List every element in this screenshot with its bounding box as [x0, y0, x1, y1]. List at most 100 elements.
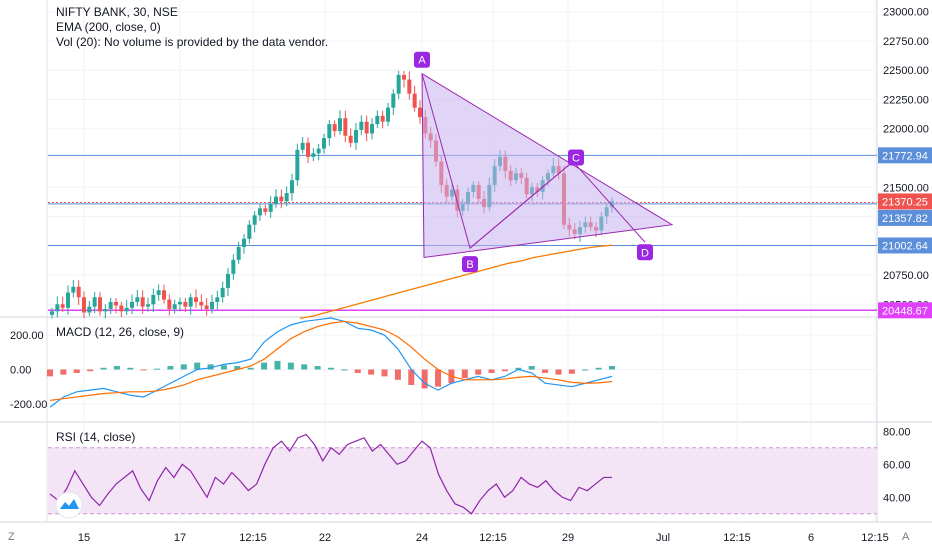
candle-body	[231, 259, 236, 274]
rsi-line	[49, 433, 612, 515]
candle-body	[284, 193, 289, 202]
macd-histogram-bar	[60, 369, 67, 375]
macd-histogram-bar	[421, 369, 428, 389]
macd-title[interactable]: MACD (12, 26, close, 9)	[56, 325, 185, 339]
logo-badge	[55, 491, 83, 519]
price-axis-label: 21772.94	[882, 150, 928, 162]
candle-body	[135, 297, 140, 302]
macd-histogram-bar	[207, 364, 214, 370]
candle-body	[76, 286, 81, 298]
candle-body	[114, 301, 118, 306]
candle-body	[311, 153, 316, 157]
rsi-tick-label: 80.00	[883, 426, 911, 438]
candle-body	[268, 203, 273, 212]
macd-histogram-bar	[180, 364, 187, 370]
price-tick-label: 21500.00	[883, 182, 929, 194]
macd-histogram-bar	[542, 369, 549, 373]
price-axis-label-box	[878, 302, 932, 319]
time-tick-label: Jul	[656, 532, 670, 544]
macd-histogram-bar	[501, 369, 508, 372]
pattern-label-box	[414, 51, 430, 68]
candle-body	[108, 301, 113, 309]
macd-histogram-bar	[555, 369, 562, 375]
macd-tick-label: 0.00	[10, 365, 31, 377]
candle-body	[412, 93, 417, 108]
candle-body	[124, 307, 129, 312]
candle-body	[183, 301, 188, 307]
candle-body	[119, 305, 124, 312]
candle-body	[327, 124, 332, 139]
candle-body	[343, 118, 348, 136]
rsi-title[interactable]: RSI (14, close)	[56, 430, 136, 444]
candle-body	[204, 305, 209, 309]
time-tick-label: 12:15	[861, 532, 889, 544]
triangle-pattern	[421, 72, 674, 259]
macd-histogram-bar	[368, 369, 375, 375]
ema-legend[interactable]: EMA (200, close, 0)	[56, 20, 161, 34]
macd-histogram-bar	[528, 366, 535, 370]
candle-body	[322, 138, 326, 149]
candle-body	[50, 311, 54, 315]
candle-body	[156, 290, 161, 295]
rsi-tick-label: 60.00	[883, 459, 911, 471]
macd-histogram-bar	[167, 366, 174, 370]
pattern-label-box	[637, 244, 653, 261]
price-axis-label: 21002.64	[882, 240, 928, 252]
macd-histogram-bar	[568, 369, 575, 374]
candle-body	[263, 208, 268, 212]
macd-histogram-bar	[127, 367, 134, 370]
macd-histogram-bar	[261, 362, 268, 370]
candle-body	[258, 208, 262, 216]
price-tick-label: 22000.00	[883, 124, 929, 136]
macd-histogram-bar	[73, 369, 80, 373]
candle-body	[215, 297, 220, 302]
time-tick-label: 12:15	[239, 532, 267, 544]
macd-histogram-bar	[394, 369, 401, 380]
candle-body	[380, 115, 385, 122]
ema-line	[299, 244, 613, 319]
candle-body	[236, 246, 241, 260]
price-axis-label-box	[878, 237, 932, 254]
candle-body	[87, 306, 92, 313]
pattern-label-a: A	[418, 55, 426, 67]
symbol-title[interactable]: NIFTY BANK, 30, NSE	[56, 5, 178, 19]
chart-legend: NIFTY BANK, 30, NSE EMA (200, close, 0) …	[56, 5, 328, 50]
price-axis-label: 20448.67	[882, 305, 928, 317]
macd-histogram-bar	[328, 367, 334, 370]
macd-histogram-bar	[354, 369, 361, 373]
macd-histogram-bar	[408, 369, 415, 385]
time-tick-label: 15	[78, 532, 90, 544]
candle-body	[370, 124, 374, 134]
signal-line	[49, 320, 613, 401]
price-axis-label-box	[878, 147, 932, 164]
candle-body	[290, 180, 294, 194]
macd-histogram-bar	[140, 369, 147, 371]
candle-body	[295, 149, 300, 181]
macd-histogram-bar	[220, 365, 227, 370]
macd-histogram-bar	[47, 369, 53, 377]
candle-body	[130, 301, 134, 308]
pattern-label-c: C	[572, 153, 580, 165]
candle-body	[242, 238, 246, 247]
volume-legend[interactable]: Vol (20): No volume is provided by the d…	[56, 35, 329, 49]
macd-histogram-bar	[234, 366, 241, 370]
price-axis-label: 21370.25	[882, 196, 928, 208]
timezone-button[interactable]: Z	[8, 531, 15, 543]
pattern-bc-leg	[469, 161, 574, 249]
candle-body	[386, 107, 390, 122]
candle-body	[279, 196, 284, 202]
price-tick-label: 22500.00	[883, 65, 929, 77]
time-tick-label: 17	[174, 532, 186, 544]
candle-body	[199, 301, 204, 306]
candle-body	[178, 301, 182, 305]
candle-body	[300, 142, 305, 150]
candle-body	[103, 308, 108, 312]
auto-scale-button[interactable]: A	[902, 531, 910, 543]
macd-histogram-bar	[87, 369, 94, 372]
candle-body	[162, 290, 166, 300]
candle-body	[375, 115, 380, 125]
candle-body	[252, 215, 257, 225]
candle-body	[146, 304, 150, 307]
